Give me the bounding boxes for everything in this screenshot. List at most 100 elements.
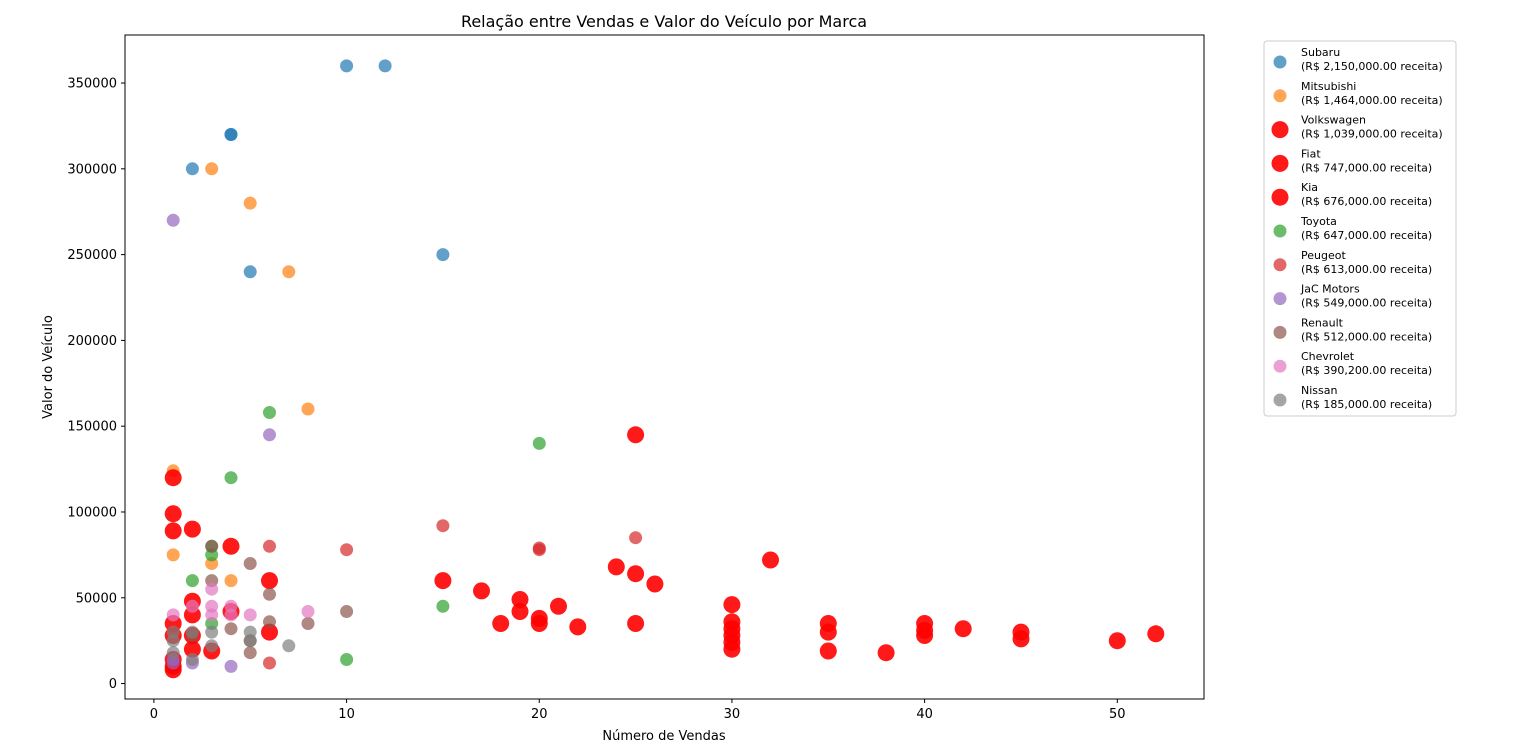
x-tick-label: 20	[531, 707, 548, 722]
data-point	[205, 608, 219, 622]
legend-item: Fiat(R$ 747,000.00 receita)	[1271, 147, 1432, 174]
data-point	[301, 402, 315, 416]
data-point	[378, 59, 392, 73]
legend-brand-name: JaC Motors	[1300, 283, 1360, 296]
series-peugeot	[263, 519, 643, 670]
data-point	[243, 196, 257, 210]
data-point	[185, 162, 199, 176]
legend-revenue-label: (R$ 747,000.00 receita)	[1301, 161, 1432, 174]
data-point	[263, 539, 276, 553]
y-axis-label: Valor do Veículo	[41, 315, 56, 419]
legend-marker	[1273, 359, 1287, 373]
data-point	[261, 623, 278, 641]
legend-item: Subaru(R$ 2,150,000.00 receita)	[1273, 46, 1443, 73]
legend-brand-name: Kia	[1301, 181, 1318, 194]
data-point	[1147, 625, 1165, 643]
legend-item: Peugeot(R$ 613,000.00 receita)	[1273, 249, 1432, 276]
data-point	[185, 653, 199, 666]
legend-brand-name: Mitsubishi	[1301, 80, 1356, 93]
data-point	[183, 520, 201, 538]
y-tick-label: 0	[109, 677, 117, 692]
data-point	[205, 162, 219, 176]
y-tick-label: 50000	[76, 591, 117, 606]
data-point	[205, 625, 219, 639]
data-point	[877, 644, 895, 662]
data-point	[263, 615, 276, 629]
legend-brand-name: Peugeot	[1301, 249, 1346, 262]
series-subaru	[185, 59, 450, 279]
legend-revenue-label: (R$ 676,000.00 receita)	[1301, 195, 1432, 208]
data-point	[224, 622, 238, 636]
data-point	[263, 406, 276, 419]
legend-brand-name: Chevrolet	[1301, 350, 1355, 363]
y-axis: 0 50000 100000 150000 200000 250000 300000 3500…	[67, 77, 125, 692]
legend-brand-name: Volkswagen	[1301, 114, 1366, 127]
legend-revenue-label: (R$ 2,150,000.00 receita)	[1301, 60, 1443, 73]
points-layer	[164, 59, 1165, 679]
data-point	[340, 653, 354, 666]
data-point	[916, 621, 934, 639]
legend-brand-name: Fiat	[1301, 147, 1321, 160]
legend-item: Kia(R$ 676,000.00 receita)	[1271, 181, 1432, 208]
series-volkswagen	[164, 426, 934, 644]
legend-revenue-label: (R$ 185,000.00 receita)	[1301, 398, 1432, 411]
data-point	[224, 128, 238, 141]
data-point	[532, 543, 546, 557]
series-nissan	[166, 625, 296, 666]
legend-item: Volkswagen(R$ 1,039,000.00 receita)	[1271, 114, 1443, 141]
data-point	[1108, 632, 1126, 650]
data-point	[185, 574, 199, 588]
data-point	[263, 587, 276, 601]
data-point	[166, 634, 180, 648]
chart-title: Relação entre Vendas e Valor do Veículo …	[461, 12, 867, 31]
data-point	[627, 426, 645, 444]
data-point	[166, 548, 180, 562]
data-point	[723, 633, 741, 651]
data-point	[646, 575, 664, 593]
legend-revenue-label: (R$ 390,200.00 receita)	[1301, 364, 1432, 377]
y-tick-label: 200000	[67, 334, 117, 349]
data-point	[166, 656, 180, 670]
legend-brand-name: Toyota	[1300, 215, 1337, 228]
data-point	[723, 596, 741, 614]
data-point	[282, 265, 296, 279]
data-point	[607, 558, 625, 576]
x-axis-label: Número de Vendas	[602, 729, 725, 744]
y-tick-label: 350000	[67, 77, 117, 92]
legend-marker	[1271, 188, 1289, 206]
plot-area-frame	[124, 34, 1205, 700]
data-point	[205, 539, 219, 553]
data-point	[166, 646, 180, 660]
series-jac-motors	[166, 213, 276, 673]
data-point	[301, 605, 315, 618]
data-point	[166, 213, 180, 227]
legend-marker	[1271, 121, 1289, 139]
legend-marker	[1273, 55, 1287, 69]
x-tick-label: 40	[916, 707, 933, 722]
legend-item: Toyota(R$ 647,000.00 receita)	[1273, 215, 1432, 242]
x-axis: 0 10 20 30 40 50	[150, 699, 1126, 722]
data-point	[224, 608, 238, 622]
legend-revenue-label: (R$ 1,464,000.00 receita)	[1301, 94, 1443, 107]
series-chevrolet	[166, 582, 315, 622]
data-point	[436, 248, 450, 262]
legend-revenue-label: (R$ 512,000.00 receita)	[1301, 330, 1432, 343]
legend-frame	[1263, 40, 1457, 417]
legend-revenue-label: (R$ 549,000.00 receita)	[1301, 297, 1432, 310]
data-point	[243, 646, 257, 660]
data-point	[629, 531, 643, 545]
data-point	[340, 543, 354, 557]
y-tick-label: 300000	[67, 162, 117, 177]
data-point	[954, 620, 972, 638]
data-point	[627, 565, 645, 583]
data-point	[762, 551, 779, 569]
legend-brand-name: Subaru	[1301, 46, 1340, 59]
data-point	[627, 615, 645, 632]
data-point	[550, 597, 567, 615]
data-point	[511, 603, 529, 620]
data-point	[164, 522, 182, 540]
data-point	[243, 265, 257, 279]
data-point	[819, 642, 837, 660]
legend-brand-name: Renault	[1301, 316, 1344, 329]
legend-revenue-label: (R$ 613,000.00 receita)	[1301, 263, 1432, 276]
